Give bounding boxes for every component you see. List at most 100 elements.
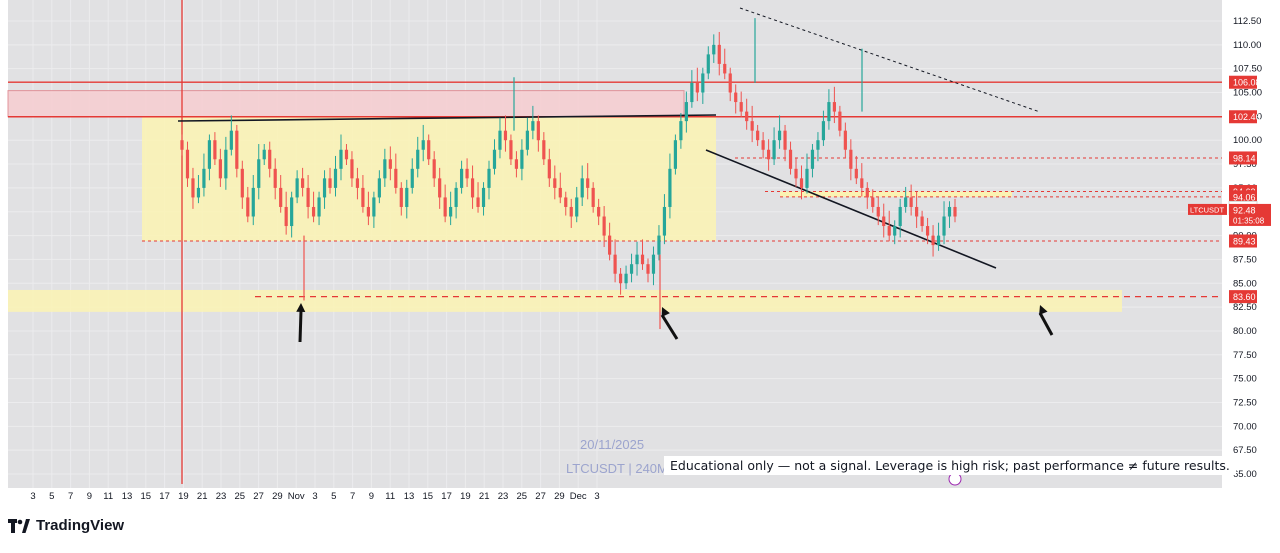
- candle-body: [865, 187, 869, 198]
- arrow-up-3: [1038, 305, 1054, 336]
- candle-body: [481, 187, 486, 207]
- range-top-trendline: [177, 114, 717, 122]
- time-tick-label: 13: [122, 491, 133, 502]
- candle-body: [706, 54, 710, 74]
- candle-body: [564, 197, 568, 207]
- candle-body: [273, 168, 277, 188]
- candle-body: [405, 187, 409, 207]
- candle-body: [350, 159, 354, 179]
- candle-body: [640, 254, 645, 265]
- candle-body: [915, 206, 919, 217]
- time-tick-label: 15: [141, 491, 152, 502]
- disclaimer-note: Educational only — not a signal. Leverag…: [664, 456, 1236, 475]
- candle-body: [717, 44, 721, 64]
- time-tick-label: 11: [385, 491, 395, 502]
- time-tick-label: 9: [369, 491, 374, 502]
- candle-body: [449, 206, 453, 217]
- candle-body: [218, 159, 222, 179]
- candle-body: [180, 140, 184, 150]
- candle-body: [213, 140, 217, 160]
- candle-body: [854, 168, 858, 179]
- candle-body: [651, 254, 656, 274]
- price-tick-label: 72.50: [1233, 397, 1257, 408]
- time-tick-label: 21: [197, 491, 208, 502]
- price-tag: 83.60: [1229, 290, 1257, 304]
- price-tick-label: 67.50: [1233, 445, 1257, 456]
- candle-body: [909, 197, 913, 207]
- tradingview-brand[interactable]: TradingView: [8, 517, 124, 534]
- arrow-head: [296, 303, 306, 313]
- time-tick-label: 25: [235, 491, 246, 502]
- descending-support-trendline: [705, 149, 997, 269]
- candle-body: [673, 140, 678, 169]
- arrow-shaft: [298, 310, 303, 343]
- price-tick-label: 110.00: [1233, 40, 1261, 51]
- candle-body: [443, 197, 447, 217]
- price-tag: 106.08: [1229, 75, 1261, 89]
- time-tick-label: 7: [68, 491, 73, 502]
- candle-body: [284, 206, 288, 227]
- time-tick-label: 3: [594, 491, 599, 502]
- candle-body: [920, 216, 924, 227]
- time-tick-label: 15: [423, 491, 434, 502]
- candle-body: [679, 121, 683, 141]
- arrow-shaft: [660, 314, 679, 340]
- candle-body: [712, 44, 716, 55]
- candle-body: [597, 206, 601, 217]
- candle-body: [492, 149, 497, 169]
- price-tag: 98.14: [1229, 151, 1257, 165]
- price-tick-label: 100.00: [1233, 135, 1262, 146]
- price-tag-label: 102.46: [1233, 112, 1261, 122]
- candle-body: [668, 168, 672, 207]
- candle-body: [525, 130, 529, 150]
- candle-body: [772, 140, 776, 160]
- price-tick-label: 112.50: [1233, 16, 1261, 27]
- candle-body: [542, 140, 546, 160]
- candle-body: [509, 140, 513, 160]
- candle-body: [843, 130, 847, 150]
- candle-body: [838, 111, 842, 131]
- candle-body: [783, 130, 787, 150]
- candle-body: [794, 168, 798, 179]
- candle-body: [438, 178, 442, 198]
- candle-body: [301, 178, 305, 188]
- candle-body: [767, 149, 771, 160]
- candle-body: [662, 206, 667, 236]
- time-tick-label: 25: [517, 491, 528, 502]
- candle-body: [361, 187, 365, 207]
- candle-body: [613, 254, 617, 274]
- candle-body: [454, 187, 458, 207]
- price-tag-box: [1229, 151, 1257, 165]
- arrow-head: [1039, 305, 1048, 315]
- mini-zone: [780, 191, 1012, 197]
- candle-body: [333, 168, 338, 188]
- tradingview-logo-icon: [8, 518, 30, 533]
- candle-body: [816, 140, 820, 150]
- candle-body: [498, 130, 502, 150]
- price-tag: 102.46: [1229, 110, 1261, 124]
- time-tick-label: 5: [49, 491, 54, 502]
- candle-body: [618, 273, 623, 284]
- price-tick-label: 87.50: [1233, 254, 1257, 265]
- price-tick-label: 85.00: [1233, 278, 1257, 289]
- candle-body: [936, 235, 941, 246]
- candle-body: [317, 197, 321, 217]
- arrow-head: [661, 307, 670, 317]
- candle-body: [229, 130, 233, 150]
- candle-body: [832, 102, 836, 112]
- price-tick-label: 105.00: [1233, 88, 1262, 99]
- candle-body: [788, 149, 793, 169]
- candle-body: [421, 140, 425, 150]
- time-tick-label: Dec: [570, 491, 587, 502]
- time-tick-label: 7: [350, 491, 355, 502]
- time-tick-label: 17: [159, 491, 170, 502]
- price-tick-label: 80.00: [1233, 326, 1257, 337]
- candle-body: [701, 73, 705, 93]
- candle-body: [684, 102, 688, 122]
- watermark-date: 20/11/2025: [580, 437, 645, 452]
- candle-body: [904, 197, 908, 207]
- candle-body: [777, 130, 782, 141]
- candle-body: [246, 197, 250, 217]
